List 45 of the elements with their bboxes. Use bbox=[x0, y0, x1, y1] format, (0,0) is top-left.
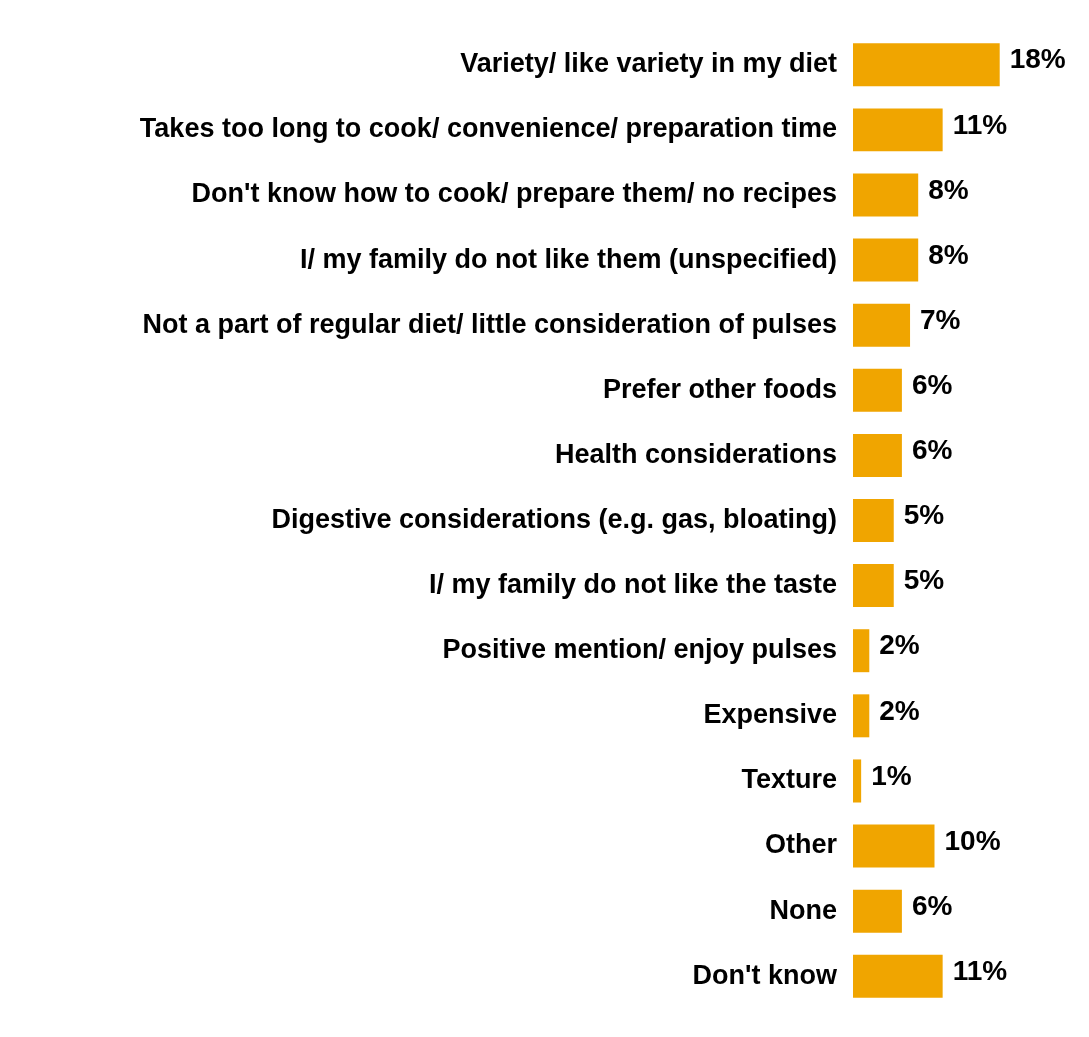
y-tick-label: Texture bbox=[741, 764, 837, 795]
bar bbox=[853, 303, 911, 347]
bar bbox=[853, 433, 902, 477]
data-label: 2% bbox=[879, 694, 920, 726]
y-tick-label: Takes too long to cook/ convenience/ preparation time bbox=[139, 113, 837, 144]
data-label: 5% bbox=[903, 564, 945, 596]
y-tick-label: Health considerations bbox=[554, 438, 837, 469]
y-tick-label: None bbox=[769, 894, 837, 925]
y-tick-label: Expensive bbox=[703, 699, 837, 730]
data-label: 6% bbox=[911, 369, 953, 401]
data-label: 1% bbox=[871, 759, 912, 791]
bar bbox=[853, 954, 943, 998]
data-label: 11% bbox=[952, 954, 1008, 986]
bar bbox=[853, 564, 894, 608]
y-tick-label: Positive mention/ enjoy pulses bbox=[442, 634, 837, 665]
bar bbox=[853, 108, 943, 152]
y-tick-label: Don't know how to cook/ prepare them/ no recipes bbox=[191, 178, 837, 209]
bar bbox=[853, 499, 894, 542]
data-label: 10% bbox=[944, 824, 1001, 856]
bar bbox=[853, 368, 902, 412]
bar bbox=[853, 759, 862, 803]
data-label: 5% bbox=[903, 499, 945, 531]
data-label: 6% bbox=[911, 434, 953, 466]
data-label: 6% bbox=[911, 889, 953, 921]
data-label: 11% bbox=[952, 108, 1008, 140]
bar bbox=[853, 629, 870, 673]
y-tick-label: Prefer other foods bbox=[602, 373, 837, 404]
data-label: 2% bbox=[879, 629, 920, 661]
y-tick-label: Not a part of regular diet/ little consideration of pulses bbox=[142, 308, 837, 339]
bar bbox=[853, 694, 870, 738]
y-tick-label: I/ my family do not like the taste bbox=[428, 569, 837, 600]
data-label: 8% bbox=[928, 238, 969, 270]
y-tick-label: Don't know bbox=[692, 959, 838, 990]
bar bbox=[853, 824, 935, 868]
data-label: 7% bbox=[920, 303, 961, 335]
bar bbox=[853, 238, 919, 282]
y-tick-label: Variety/ like variety in my diet bbox=[460, 48, 837, 79]
y-tick-label: Digestive considerations (e.g. gas, bloating) bbox=[271, 503, 837, 534]
bar bbox=[853, 43, 1000, 87]
bar bbox=[853, 173, 919, 217]
y-tick-label: Other bbox=[764, 829, 838, 860]
bar bbox=[853, 889, 902, 933]
y-tick-label: I/ my family do not like them (unspecified) bbox=[299, 243, 837, 274]
data-label: 18% bbox=[1009, 43, 1066, 75]
data-label: 8% bbox=[928, 173, 969, 205]
